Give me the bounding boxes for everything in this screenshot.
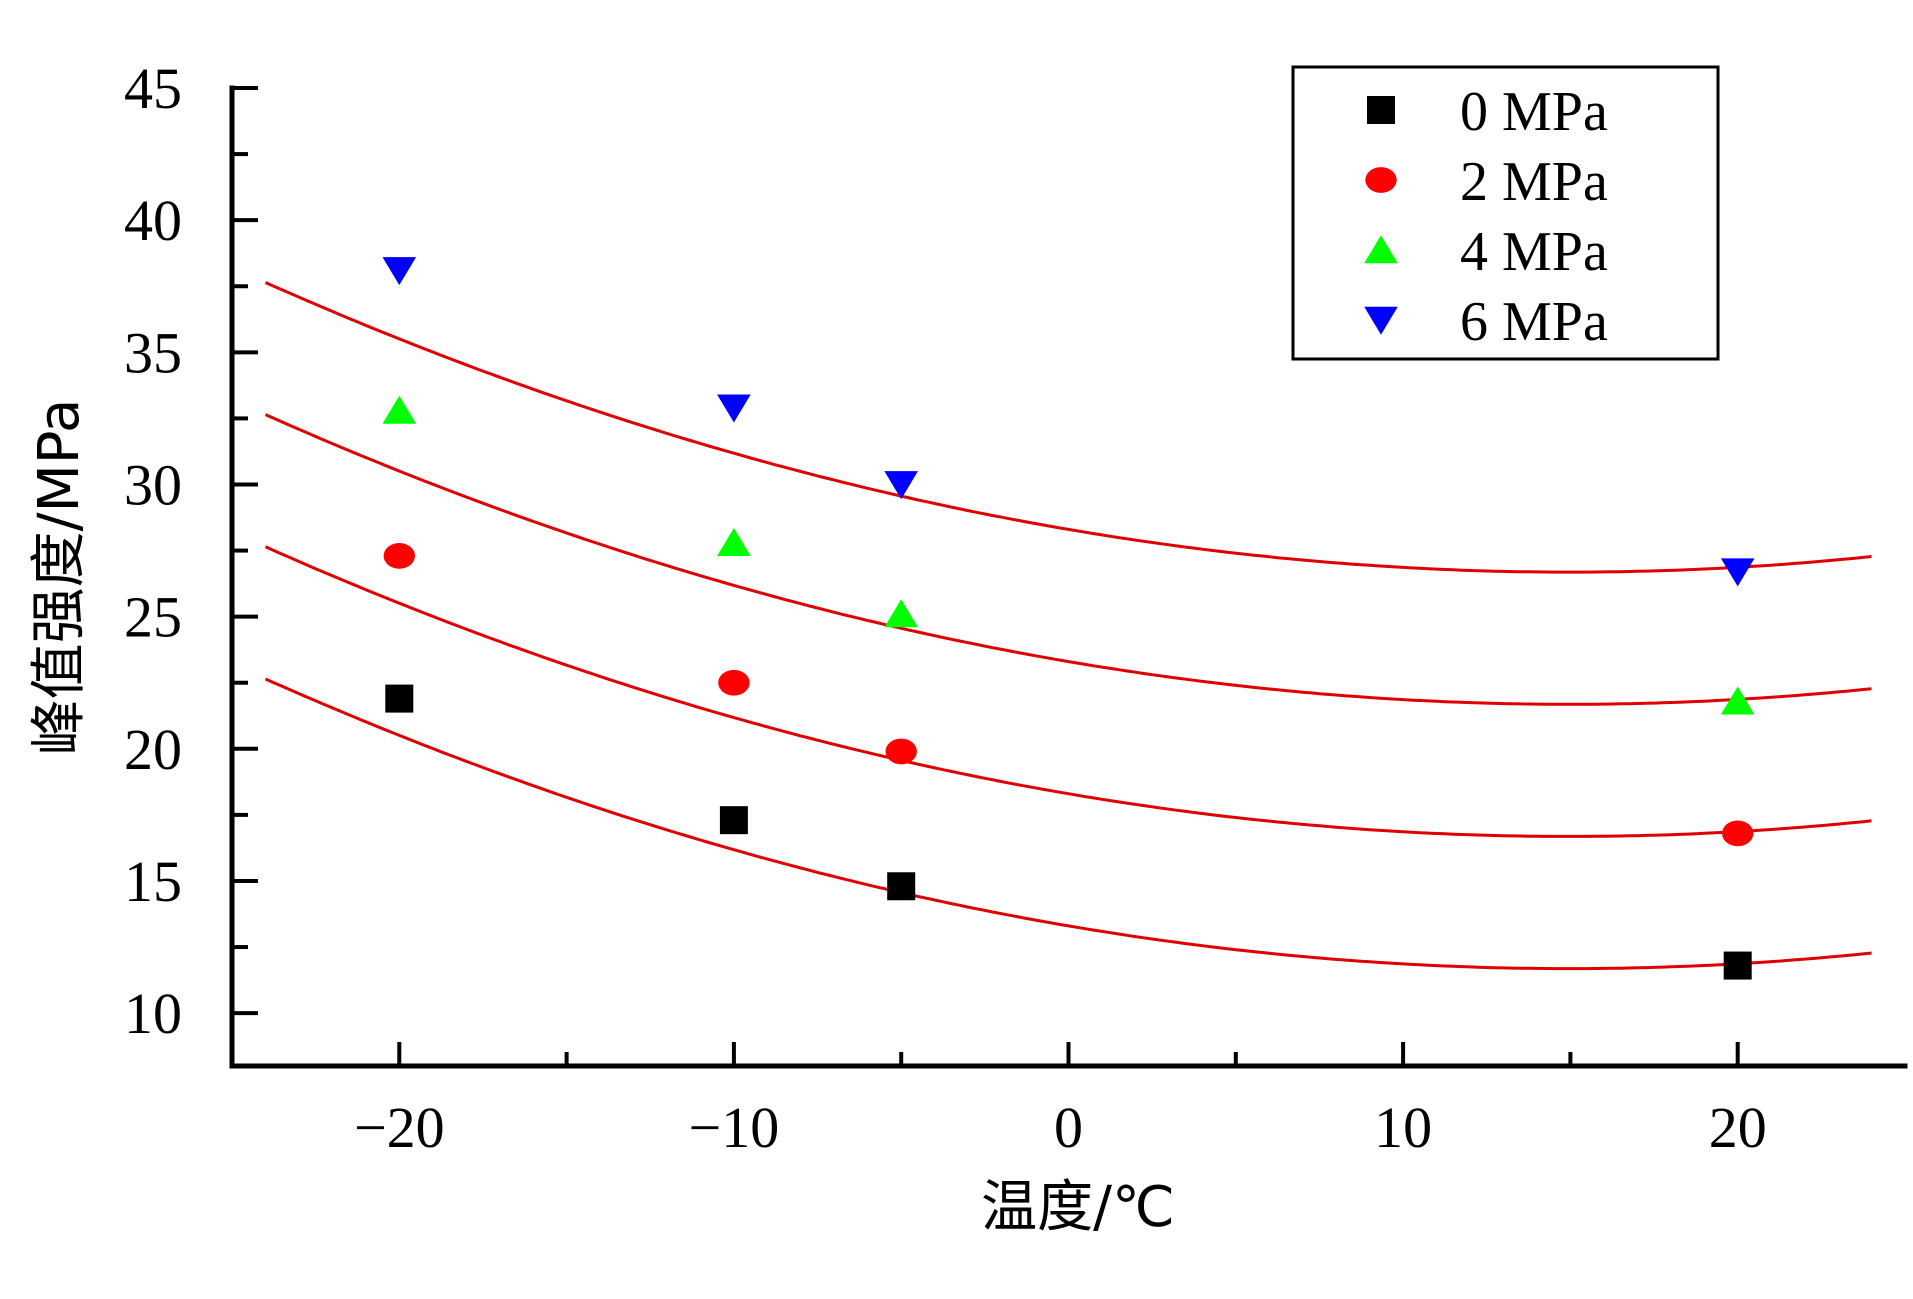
y-axis-title: 峰值强度/MPa xyxy=(27,399,92,756)
data-point-6-mpa xyxy=(884,471,918,500)
legend-label: 0 MPa xyxy=(1460,81,1608,143)
y-tick-label: 30 xyxy=(124,452,182,517)
y-tick-label: 20 xyxy=(124,717,182,782)
y-tick-label: 40 xyxy=(124,188,182,253)
y-tick-label: 15 xyxy=(124,849,182,914)
x-tick-label: 10 xyxy=(1374,1095,1432,1160)
data-point-6-mpa xyxy=(717,394,751,423)
legend-marker xyxy=(1364,235,1398,264)
y-tick-label: 10 xyxy=(124,981,182,1046)
legend-label: 2 MPa xyxy=(1460,151,1608,213)
fit-curve-6-mpa xyxy=(264,281,1872,574)
x-tick-label: −10 xyxy=(689,1095,780,1160)
legend-label: 4 MPa xyxy=(1460,221,1608,283)
data-point-4-mpa xyxy=(884,599,918,628)
x-axis-ticks: −20 −10 0 10 20 xyxy=(354,1042,1767,1160)
x-tick-label: 20 xyxy=(1709,1095,1767,1160)
data-point-2-mpa xyxy=(885,738,917,765)
data-point-4-mpa xyxy=(717,527,751,556)
data-point-0-mpa xyxy=(1723,951,1752,980)
axes: 10 15 20 25 30 35 40 45 −20 −10 0 10 20 xyxy=(124,56,1908,1160)
plot-area xyxy=(264,257,1872,980)
y-tick-label: 45 xyxy=(124,56,182,121)
data-point-6-mpa xyxy=(382,257,417,286)
data-markers xyxy=(382,257,1755,980)
data-point-2-mpa xyxy=(383,542,415,569)
data-point-0-mpa xyxy=(887,872,916,901)
x-tick-label: 0 xyxy=(1054,1095,1083,1160)
data-point-0-mpa xyxy=(385,684,414,713)
fit-curve-2-mpa xyxy=(264,545,1872,838)
data-point-4-mpa xyxy=(382,395,417,424)
y-axis-ticks: 10 15 20 25 30 35 40 45 xyxy=(124,56,258,1046)
legend: 0 MPa 2 MPa 4 MPa 6 MPa xyxy=(1291,65,1720,361)
x-axis-title: 温度/℃ xyxy=(981,1175,1175,1240)
data-point-6-mpa xyxy=(1720,558,1755,587)
data-point-0-mpa xyxy=(719,806,748,835)
legend-label: 6 MPa xyxy=(1460,291,1608,353)
legend-marker xyxy=(1364,306,1398,335)
fit-curve-4-mpa xyxy=(264,413,1872,706)
legend-marker xyxy=(1365,167,1397,193)
data-point-4-mpa xyxy=(1720,686,1755,715)
y-tick-label: 25 xyxy=(124,585,182,650)
legend-box xyxy=(1291,65,1720,361)
data-point-2-mpa xyxy=(1722,820,1754,847)
fit-curves xyxy=(264,281,1872,971)
legend-marker xyxy=(1367,96,1395,124)
fit-curve-0-mpa xyxy=(264,677,1872,971)
x-tick-label: −20 xyxy=(354,1095,445,1160)
data-point-2-mpa xyxy=(718,669,750,696)
y-tick-label: 35 xyxy=(124,320,182,385)
